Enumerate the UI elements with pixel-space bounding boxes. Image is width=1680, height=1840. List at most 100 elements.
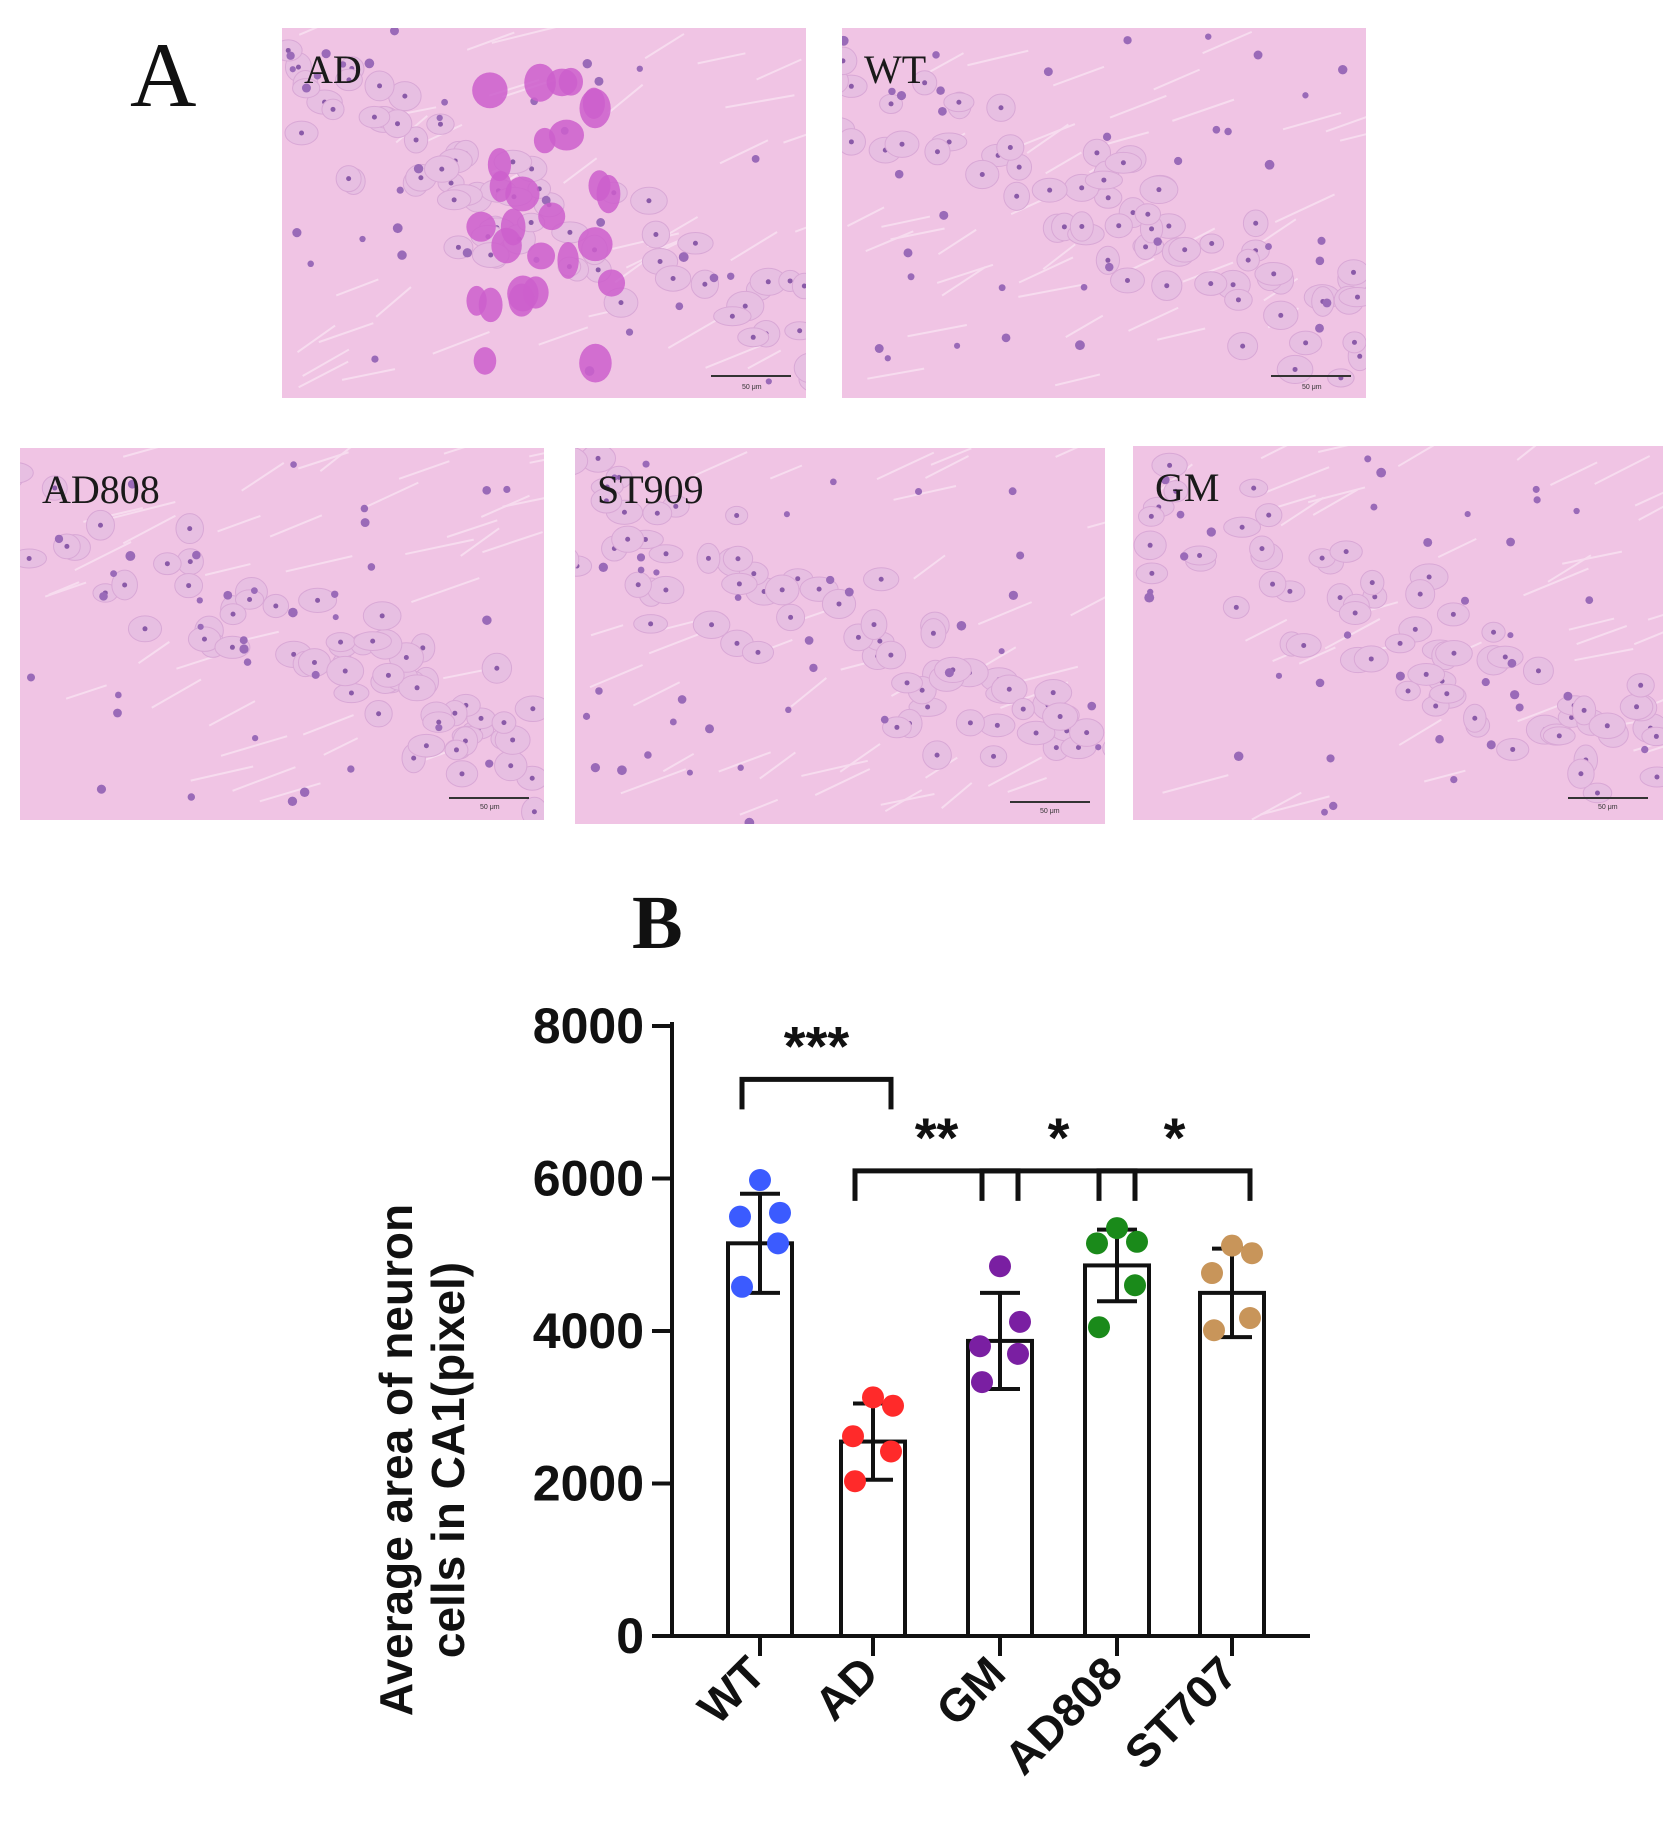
cell-nucleus bbox=[1075, 744, 1081, 750]
tissue-streak bbox=[375, 286, 412, 318]
glial-nucleus bbox=[252, 735, 259, 742]
glial-nucleus bbox=[1102, 132, 1112, 141]
data-point bbox=[1009, 1310, 1031, 1333]
cell-nucleus bbox=[530, 706, 536, 712]
tissue-streak bbox=[697, 52, 746, 65]
glial-nucleus bbox=[590, 762, 601, 773]
glial-nucleus bbox=[313, 72, 322, 80]
glial-nucleus bbox=[1080, 283, 1088, 291]
tissue-streak bbox=[74, 541, 132, 572]
glial-nucleus bbox=[678, 252, 689, 262]
tissue-streak bbox=[335, 278, 379, 297]
tissue-streak bbox=[318, 322, 374, 344]
cell-nucleus bbox=[709, 622, 715, 628]
tissue-streak bbox=[1042, 243, 1076, 270]
glial-nucleus bbox=[830, 478, 837, 486]
cell-nucleus bbox=[459, 771, 465, 777]
tissue-streak bbox=[298, 28, 318, 36]
cell-nucleus bbox=[1094, 150, 1100, 156]
significance-bracket bbox=[979, 1168, 1138, 1201]
cell-nucleus bbox=[377, 83, 383, 89]
cell-nucleus bbox=[899, 141, 905, 147]
tissue-streak bbox=[1646, 745, 1663, 753]
cell-nucleus bbox=[436, 719, 442, 725]
cell-nucleus bbox=[1253, 220, 1259, 226]
glial-nucleus bbox=[1233, 751, 1244, 761]
cell-nucleus bbox=[342, 668, 348, 674]
glial-nucleus bbox=[301, 83, 311, 93]
cell-nucleus bbox=[888, 652, 894, 658]
tissue-streak bbox=[1562, 550, 1623, 565]
micrograph-label: AD bbox=[304, 47, 362, 92]
scale-bar-label: 50 μm bbox=[480, 804, 500, 811]
data-point bbox=[989, 1255, 1011, 1278]
cell-nucleus bbox=[705, 555, 711, 561]
glial-nucleus bbox=[1370, 503, 1378, 511]
tissue-streak bbox=[151, 678, 202, 709]
tissue-streak bbox=[446, 519, 498, 538]
glial-nucleus bbox=[1008, 590, 1019, 600]
tissue-streak bbox=[977, 601, 1033, 626]
cell-nucleus bbox=[646, 198, 652, 204]
tissue-streak bbox=[1280, 496, 1325, 527]
glial-nucleus bbox=[914, 487, 923, 496]
glial-nucleus bbox=[636, 553, 646, 562]
tissue-streak bbox=[1397, 446, 1435, 468]
tissue-streak bbox=[297, 451, 349, 470]
cell-nucleus bbox=[1472, 715, 1478, 721]
cell-nucleus bbox=[1105, 257, 1111, 263]
shrunken-neuron bbox=[473, 347, 497, 375]
glial-nucleus bbox=[1205, 33, 1212, 40]
glial-nucleus bbox=[250, 587, 258, 595]
glial-nucleus bbox=[482, 615, 492, 625]
glial-nucleus bbox=[1395, 671, 1405, 681]
tissue-streak bbox=[1065, 314, 1104, 339]
tissue-streak bbox=[620, 768, 687, 795]
shrunken-neuron bbox=[466, 211, 496, 242]
tissue-streak bbox=[936, 263, 994, 284]
cell-nucleus bbox=[1007, 144, 1013, 150]
cell-nucleus bbox=[1634, 704, 1640, 710]
x-tick-label: ST707 bbox=[1114, 1646, 1247, 1779]
tissue-streak bbox=[65, 684, 107, 700]
cell-nucleus bbox=[1653, 733, 1659, 739]
cell-nucleus bbox=[529, 166, 535, 172]
tissue-streak bbox=[913, 554, 946, 580]
data-point bbox=[749, 1169, 771, 1192]
cell-nucleus bbox=[1301, 642, 1307, 648]
glial-nucleus bbox=[936, 86, 945, 95]
glial-nucleus bbox=[360, 518, 370, 528]
cell-nucleus bbox=[1230, 282, 1236, 288]
y-tick-label: 4000 bbox=[533, 1303, 644, 1359]
cell-nucleus bbox=[663, 551, 669, 557]
cell-nucleus bbox=[439, 166, 445, 172]
cell-nucleus bbox=[1147, 542, 1153, 548]
cell-nucleus bbox=[930, 630, 936, 636]
cell-nucleus bbox=[742, 303, 748, 309]
tissue-streak bbox=[217, 514, 261, 533]
cell-nucleus bbox=[642, 536, 648, 542]
glial-nucleus bbox=[1105, 262, 1114, 272]
glial-nucleus bbox=[359, 235, 366, 243]
glial-nucleus bbox=[637, 566, 645, 574]
cell-nucleus bbox=[1130, 210, 1136, 216]
tissue-streak bbox=[460, 527, 500, 557]
glial-nucleus bbox=[751, 154, 760, 163]
glial-nucleus bbox=[644, 751, 652, 759]
shrunken-neuron bbox=[505, 176, 540, 212]
cell-nucleus bbox=[1208, 281, 1214, 287]
micrograph-gm: GM 50 μm bbox=[1133, 446, 1663, 820]
glial-nucleus bbox=[1376, 467, 1387, 478]
cell-nucleus bbox=[229, 644, 235, 650]
shrunken-neuron bbox=[588, 170, 611, 202]
cell-nucleus bbox=[967, 720, 973, 726]
cell-nucleus bbox=[894, 724, 900, 730]
y-tick-label: 6000 bbox=[533, 1151, 644, 1207]
cell-nucleus bbox=[871, 622, 877, 628]
cell-nucleus bbox=[1240, 343, 1246, 349]
glial-nucleus bbox=[1075, 340, 1085, 351]
cell-nucleus bbox=[1266, 512, 1272, 518]
glial-nucleus bbox=[289, 66, 296, 73]
data-point bbox=[1241, 1242, 1263, 1265]
cell-nucleus bbox=[729, 313, 735, 319]
